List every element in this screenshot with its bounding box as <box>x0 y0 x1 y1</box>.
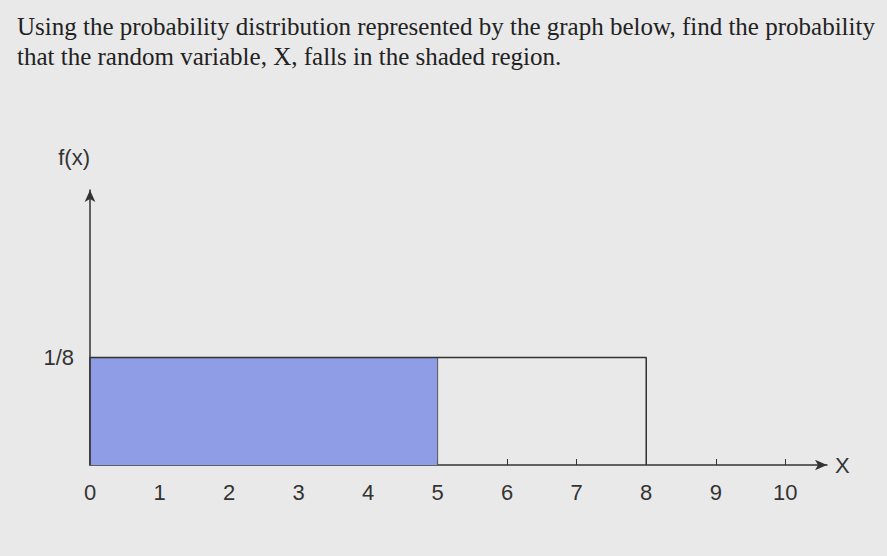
svg-text:X: X <box>835 453 850 478</box>
svg-text:1/8: 1/8 <box>43 345 74 370</box>
svg-text:4: 4 <box>362 480 374 505</box>
svg-text:0: 0 <box>84 480 96 505</box>
svg-text:3: 3 <box>292 480 304 505</box>
svg-text:5: 5 <box>432 480 444 505</box>
svg-text:1: 1 <box>153 480 165 505</box>
svg-text:9: 9 <box>710 480 722 505</box>
svg-text:8: 8 <box>640 480 652 505</box>
svg-text:2: 2 <box>223 480 235 505</box>
svg-text:f(x): f(x) <box>58 145 90 170</box>
svg-text:10: 10 <box>773 480 797 505</box>
svg-text:6: 6 <box>501 480 513 505</box>
svg-text:that the random variable, X, f: that the random variable, X, falls in th… <box>17 43 561 70</box>
svg-text:Using the probability distribu: Using the probability distribution repre… <box>17 13 881 40</box>
svg-text:7: 7 <box>571 480 583 505</box>
